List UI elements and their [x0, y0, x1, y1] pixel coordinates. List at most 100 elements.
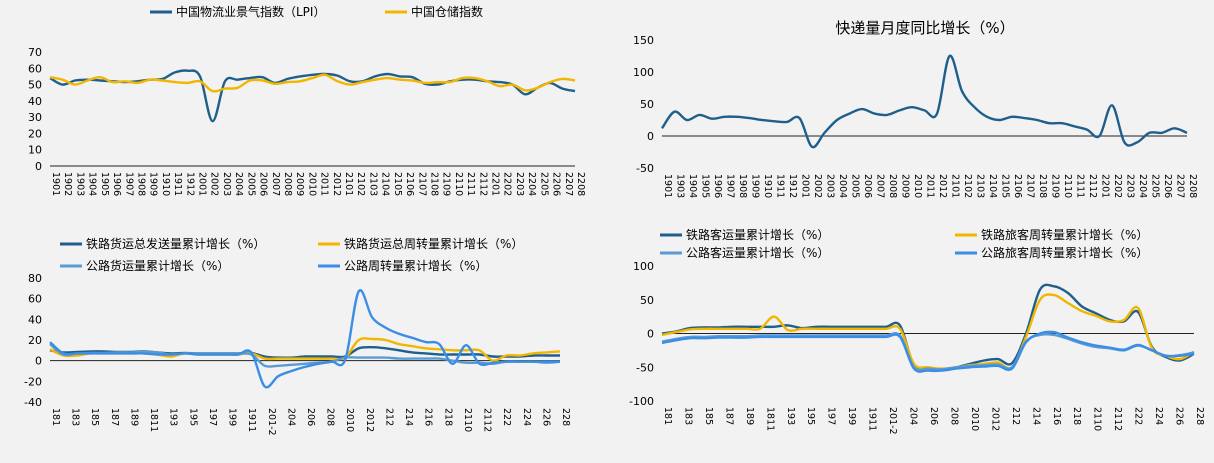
x-tick-label: 201-2	[266, 408, 277, 436]
x-tick-label: 208	[948, 407, 959, 425]
x-tick-label: 2202	[502, 172, 513, 196]
x-tick-label: 2009	[900, 174, 911, 198]
y-tick-label: 80	[28, 272, 42, 285]
x-tick-label: 1903	[675, 174, 686, 198]
y-tick-label: 60	[28, 293, 42, 306]
x-tick-label: 222	[1133, 407, 1144, 425]
x-tick-label: 2105	[392, 172, 403, 196]
x-tick-label: 214	[403, 408, 414, 426]
x-tick-label: 2007	[875, 174, 886, 198]
series-line-2	[49, 337, 561, 362]
legend-label: 公路客运量累计增长（%）	[686, 245, 829, 260]
chart-title: 快递量月度同比增长（%）	[835, 19, 1014, 37]
y-tick-label: 150	[633, 34, 654, 47]
x-tick-label: 195	[805, 407, 816, 425]
y-tick-label: 0	[35, 160, 42, 173]
x-tick-label: 2009	[294, 172, 305, 196]
series-line-1	[661, 54, 1188, 149]
x-tick-label: 226	[1174, 407, 1185, 425]
x-tick-label: 2010	[969, 407, 980, 431]
y-tick-label: 30	[28, 111, 42, 124]
y-tick-label: 100	[633, 260, 654, 273]
x-tick-label: 208	[325, 408, 336, 426]
x-tick-label: 1901	[662, 174, 673, 198]
x-tick-label: 2109	[441, 172, 452, 196]
y-tick-label: 50	[640, 98, 654, 111]
legend-label: 中国仓储指数	[411, 4, 483, 19]
x-tick-label: 2112	[1087, 174, 1098, 198]
x-tick-label: 1912	[184, 172, 195, 196]
x-tick-label: 2107	[416, 172, 427, 196]
y-tick-label: -50	[636, 162, 654, 175]
chart-3: -40 -20 0 20 40 60 80 181 183 185 187 189 1811 193 195…	[24, 236, 571, 436]
x-tick-label: 2012	[364, 408, 375, 432]
x-tick-label: 1903	[74, 172, 85, 196]
x-tick-label: 2110	[1062, 174, 1073, 198]
x-tick-label: 1901	[50, 172, 61, 196]
x-tick-label: 2206	[1162, 174, 1173, 198]
x-tick-label: 189	[128, 408, 139, 426]
x-tick-label: 2011	[925, 174, 936, 198]
legend-label: 公路周转量累计增长（%）	[344, 258, 487, 273]
x-tick-label: 189	[744, 407, 755, 425]
x-tick-label: 2006	[258, 172, 269, 196]
x-tick-label: 2107	[1025, 174, 1036, 198]
legend-label: 铁路货运总周转量累计增长（%）	[344, 236, 523, 251]
x-tick-label: 2110	[462, 408, 473, 432]
x-tick-label: 1811	[148, 408, 159, 432]
x-tick-label: 228	[560, 408, 571, 426]
x-tick-label: 197	[207, 408, 218, 426]
x-tick-label: 2001	[800, 174, 811, 198]
x-tick-label: 2011	[319, 172, 330, 196]
x-tick-label: 2205	[538, 172, 549, 196]
x-tick-label: 216	[423, 408, 434, 426]
legend-label: 公路货运量累计增长（%）	[86, 258, 229, 273]
x-tick-label: 2012	[331, 172, 342, 196]
x-tick-label: 2106	[404, 172, 415, 196]
x-tick-label: 187	[109, 408, 120, 426]
x-tick-label: 218	[442, 408, 453, 426]
y-tick-label: 40	[28, 313, 42, 326]
x-tick-label: 2109	[1050, 174, 1061, 198]
x-tick-label: 2108	[428, 172, 439, 196]
x-tick-label: 201-2	[887, 407, 898, 435]
x-tick-label: 2008	[887, 174, 898, 198]
x-tick-label: 197	[826, 407, 837, 425]
x-tick-label: 206	[305, 408, 316, 426]
x-tick-label: 2205	[1150, 174, 1161, 198]
x-tick-label: 224	[1153, 407, 1164, 425]
x-tick-label: 2010	[344, 408, 355, 432]
x-tick-label: 2207	[563, 172, 574, 196]
x-tick-label: 2008	[282, 172, 293, 196]
x-tick-label: 1909	[750, 174, 761, 198]
y-tick-label: 100	[633, 66, 654, 79]
x-tick-label: 2201	[490, 172, 501, 196]
x-tick-label: 212	[383, 408, 394, 426]
x-tick-label: 226	[540, 408, 551, 426]
x-tick-label: 2203	[1125, 174, 1136, 198]
y-tick-label: -20	[24, 375, 42, 388]
x-tick-label: 1911	[172, 172, 183, 196]
x-tick-label: 2202	[1112, 174, 1123, 198]
x-tick-label: 2103	[975, 174, 986, 198]
x-tick-label: 2111	[1075, 174, 1086, 198]
y-tick-label: -50	[636, 361, 654, 374]
y-tick-label: 20	[28, 334, 42, 347]
legend-label: 铁路旅客周转量累计增长（%）	[981, 227, 1148, 242]
x-tick-label: 2204	[1137, 174, 1148, 198]
y-tick-label: -100	[629, 395, 654, 408]
x-tick-label: 222	[501, 408, 512, 426]
x-tick-label: 1902	[62, 172, 73, 196]
y-tick-label: 0	[647, 328, 654, 341]
x-tick-label: 199	[846, 407, 857, 425]
y-tick-label: 20	[28, 127, 42, 140]
x-tick-label: 185	[89, 408, 100, 426]
x-tick-label: 2105	[1000, 174, 1011, 198]
x-tick-label: 1904	[87, 172, 98, 196]
series-line-4	[661, 330, 1195, 373]
x-tick-label: 2106	[1012, 174, 1023, 198]
x-tick-label: 2012	[989, 407, 1000, 431]
x-tick-label: 2206	[551, 172, 562, 196]
